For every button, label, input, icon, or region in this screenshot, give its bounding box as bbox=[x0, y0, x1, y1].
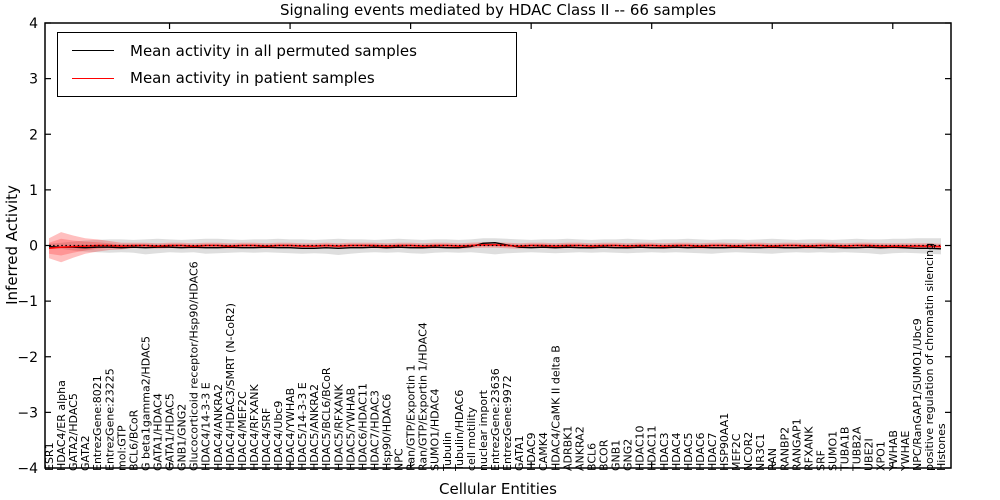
x-category-label: HDAC4/SRF bbox=[260, 408, 273, 471]
x-category-label: RANBP2 bbox=[778, 427, 791, 471]
x-category-label: NR3C1 bbox=[754, 433, 767, 471]
x-category-label: RFXANK bbox=[802, 426, 815, 471]
x-category-label: Ran/GTP/Exportin 1 bbox=[405, 364, 418, 471]
x-category-label: XPO1 bbox=[875, 441, 888, 471]
y-tick-label: 4 bbox=[29, 16, 38, 32]
x-category-label: HSP90AA1 bbox=[718, 413, 731, 471]
x-category-label: BCOR bbox=[598, 439, 611, 471]
x-category-label: cell motility bbox=[465, 406, 478, 471]
legend-label-permuted: Mean activity in all permuted samples bbox=[130, 41, 417, 60]
x-category-label: HDAC4/Ubc9 bbox=[272, 401, 285, 471]
x-category-label: HDAC4/CaMK II delta B bbox=[549, 345, 562, 471]
x-category-label: TUBA1B bbox=[839, 427, 852, 472]
legend-line-sample-red bbox=[72, 77, 114, 79]
x-category-label: HDAC6/HDAC11 bbox=[356, 383, 369, 471]
x-category-label: HDAC3 bbox=[658, 432, 671, 471]
x-category-label: HDAC6 bbox=[694, 432, 707, 471]
x-category-label: ADRBK1 bbox=[561, 426, 574, 471]
x-category-label: Histones bbox=[935, 423, 948, 471]
x-category-label: SUMO1/HDAC4 bbox=[429, 389, 442, 471]
x-category-label: GNG2 bbox=[622, 439, 635, 471]
x-category-label: Tubulin bbox=[441, 432, 454, 472]
x-category-label: HDAC4/14-3-3 E bbox=[200, 382, 213, 471]
y-tick-label: −1 bbox=[17, 294, 38, 310]
x-category-label: HDAC4/MEF2C bbox=[236, 391, 249, 471]
x-category-label: HDAC4/ER alpha bbox=[55, 380, 68, 471]
x-category-label: HDAC5/ANKRA2 bbox=[308, 384, 321, 471]
x-category-label: HDAC10 bbox=[634, 425, 647, 471]
x-category-label: RANGAP1 bbox=[790, 418, 803, 471]
x-category-label: ANKRA2 bbox=[573, 426, 586, 471]
x-category-label: GATA1 bbox=[513, 435, 526, 471]
legend: Mean activity in all permuted samples Me… bbox=[57, 32, 517, 97]
legend-line-sample-black bbox=[72, 50, 114, 52]
x-category-label: RAN bbox=[766, 448, 779, 471]
x-category-label: MEF2C bbox=[730, 433, 743, 471]
x-category-label: TUBB2A bbox=[851, 426, 864, 472]
x-category-label: CAMK4 bbox=[537, 432, 550, 471]
x-category-label: NCOR2 bbox=[742, 432, 755, 471]
x-category-label: HDAC5/BCL6/BCoR bbox=[320, 367, 333, 471]
x-category-label: Hsp90/HDAC6 bbox=[381, 394, 394, 471]
y-axis-label: Inferred Activity bbox=[3, 185, 21, 305]
x-category-label: GATA1/HDAC4 bbox=[152, 393, 165, 471]
x-category-label: HDAC5/YWHAB bbox=[344, 388, 357, 471]
y-tick-label: −4 bbox=[17, 461, 38, 477]
x-category-label: YWHAE bbox=[899, 431, 912, 472]
x-category-label: HDAC4/ANKRA2 bbox=[212, 384, 225, 471]
x-category-label: G beta1gamma2/HDAC5 bbox=[139, 336, 152, 471]
x-category-label: HDAC4/RFXANK bbox=[248, 383, 261, 471]
x-category-label: EntrezGene:23636 bbox=[489, 368, 502, 471]
x-category-label: HDAC11 bbox=[646, 425, 659, 471]
x-category-label: GATA1/HDAC5 bbox=[164, 393, 177, 471]
patient-range-band-outer bbox=[49, 232, 941, 263]
x-category-label: EntrezGene:8021 bbox=[91, 375, 104, 471]
x-category-label: nuclear import bbox=[477, 389, 490, 471]
x-category-label: YWHAB bbox=[887, 430, 900, 472]
x-category-label: Glucocorticoid receptor/Hsp90/HDAC6 bbox=[188, 261, 201, 471]
y-tick-label: −2 bbox=[17, 350, 38, 366]
x-category-label: EntrezGene:9972 bbox=[501, 375, 514, 471]
chart-title: Signaling events mediated by HDAC Class … bbox=[279, 1, 717, 19]
x-category-label: mol:GTP bbox=[115, 425, 128, 471]
x-category-label: SUMO1 bbox=[827, 431, 840, 471]
x-category-label: HDAC4/HDAC3/SMRT (N-CoR2) bbox=[224, 303, 237, 471]
x-axis-label: Cellular Entities bbox=[439, 480, 557, 498]
y-tick-label: 0 bbox=[29, 239, 38, 255]
legend-entry-permuted: Mean activity in all permuted samples bbox=[72, 42, 516, 60]
y-tick-label: 3 bbox=[29, 72, 38, 88]
permuted-range-band bbox=[49, 238, 941, 255]
x-category-label: Ran/GTP/Exportin 1/HDAC4 bbox=[417, 322, 430, 471]
x-category-label: Tubulin/HDAC6 bbox=[453, 390, 466, 472]
x-category-label: GNB1 bbox=[610, 440, 623, 471]
x-category-label: SRF bbox=[815, 450, 828, 471]
x-category-label: UBE2I bbox=[863, 438, 876, 471]
x-category-label: HDAC9 bbox=[525, 432, 538, 471]
x-category-label: HDAC5 bbox=[682, 432, 695, 471]
legend-entry-patient: Mean activity in patient samples bbox=[72, 69, 516, 87]
x-category-label: GATA2 bbox=[79, 435, 92, 471]
x-category-label: GNB1/GNG2 bbox=[176, 404, 189, 471]
x-category-label: HDAC4/YWHAB bbox=[284, 388, 297, 471]
x-category-label: positive regulation of chromatin silenci… bbox=[923, 243, 936, 471]
y-tick-label: −3 bbox=[17, 405, 38, 421]
x-category-label: HDAC5/RFXANK bbox=[332, 383, 345, 471]
x-category-label: GATA2/HDAC5 bbox=[67, 393, 80, 471]
x-category-label: NPC bbox=[393, 448, 406, 471]
legend-label-patient: Mean activity in patient samples bbox=[130, 69, 375, 88]
x-category-label: HDAC5/14-3-3 E bbox=[296, 382, 309, 471]
x-category-label: HDAC7/HDAC3 bbox=[369, 390, 382, 471]
x-category-label: EntrezGene:23225 bbox=[103, 368, 116, 471]
x-category-label: NPC/RanGAP1/SUMO1/Ubc9 bbox=[911, 318, 924, 471]
x-category-label: HDAC4 bbox=[670, 432, 683, 471]
x-category-label: BCL6/BCoR bbox=[127, 409, 140, 471]
x-category-label: BCL6 bbox=[585, 443, 598, 471]
x-category-label: ESR1 bbox=[43, 442, 56, 471]
permuted-mean-line bbox=[48, 242, 942, 250]
y-tick-label: 1 bbox=[29, 183, 38, 199]
x-category-label: HDAC7 bbox=[706, 432, 719, 471]
y-tick-label: 2 bbox=[29, 127, 38, 143]
